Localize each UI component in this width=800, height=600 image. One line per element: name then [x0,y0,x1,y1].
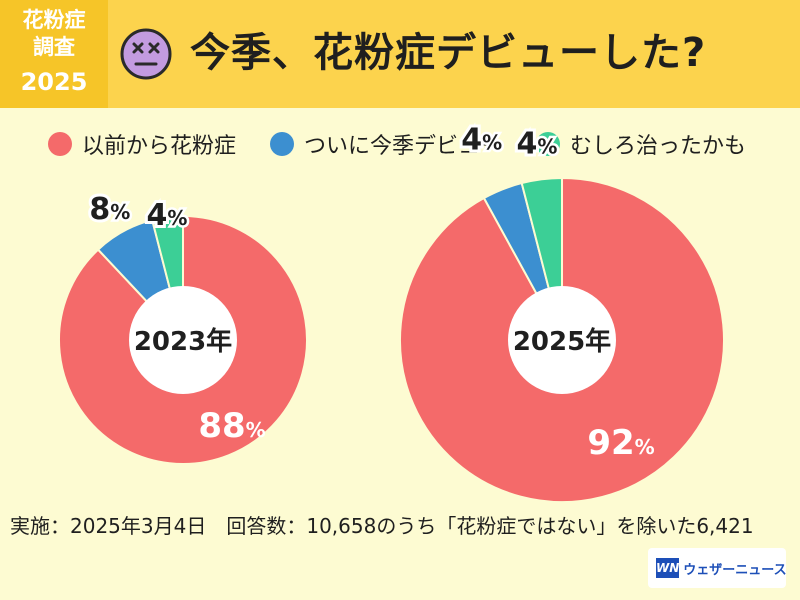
value-label-1-1: 4% [461,122,502,157]
badge-line-1: 花粉症 [22,8,86,32]
legend-item-cured: むしろ治ったかも [536,128,746,160]
value-label-1-0: 92% [587,423,654,463]
page-title: 今季、花粉症デビューした? [190,30,707,76]
badge-line-2: 調査 [33,35,75,59]
chart-title-1: 2025年 [513,326,611,357]
legend-swatch-cured [536,132,560,156]
value-label-0-1: 8% [89,192,130,227]
survey-badge: 花粉症 調査 2025 [0,0,108,108]
legend-swatch-previous [48,132,72,156]
dizzy-face-icon [120,28,172,80]
donut-hole-0 [129,286,237,394]
donut-chart-0: 2023年 88% 8% 4% [58,189,308,465]
legend-item-debut: ついに今季デビュー [270,128,502,160]
legend-swatch-debut [270,132,294,156]
donut-hole-1 [508,286,616,394]
value-label-0-0: 88% [198,406,265,446]
donut-chart-1: 2025年 92% 4% 4% [399,119,725,503]
weathernews-logo: WN ウェザーニュース [648,548,787,588]
legend-label-debut: ついに今季デビュー [304,134,503,159]
value-label-1-2: 4% [516,127,557,162]
legend-item-previous: 以前から花粉症 [48,128,236,160]
legend-label-cured: むしろ治ったかも [570,134,747,159]
header-banner: 花粉症 調査 2025 今季、花粉症デビューした? [0,0,800,108]
badge-line-3: 2025 [20,68,88,96]
chart-title-0: 2023年 [134,326,232,357]
chart-legend: 以前から花粉症 ついに今季デビュー むしろ治ったかも [0,128,800,160]
value-label-0-2: 4% [146,198,187,233]
legend-label-previous: 以前から花粉症 [82,134,237,159]
survey-note: 実施：2025年3月4日 回答数：10,658のうち「花粉症ではない」を除いた6… [10,514,754,538]
logo-mark: WN [656,558,680,578]
logo-text: ウェザーニュース [683,562,787,578]
